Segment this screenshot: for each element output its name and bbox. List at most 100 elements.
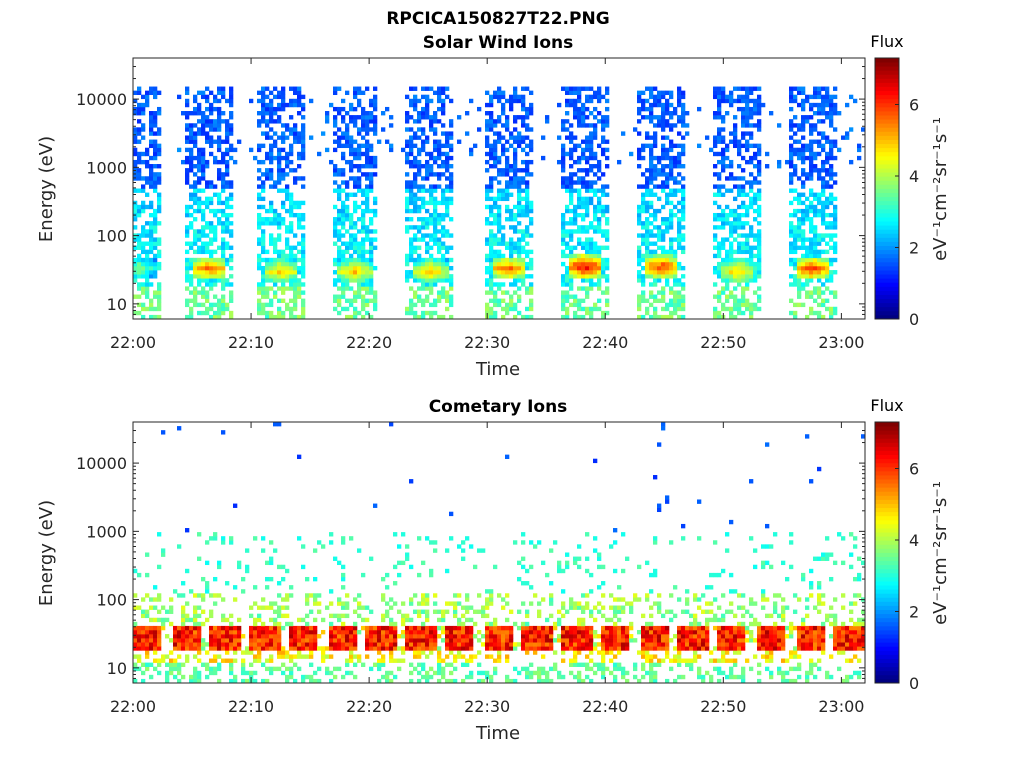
heatmap-cell <box>285 286 290 291</box>
heatmap-cell <box>325 646 330 651</box>
heatmap-cell <box>269 274 274 279</box>
heatmap-cell <box>585 257 590 263</box>
heatmap-cell <box>345 274 350 279</box>
heatmap-cell <box>501 188 506 193</box>
heatmap-cell <box>797 290 802 295</box>
heatmap-cell <box>221 176 226 181</box>
heatmap-cell <box>785 159 790 165</box>
heatmap-cell <box>409 192 414 197</box>
heatmap-cell <box>289 638 294 643</box>
heatmap-cell <box>717 111 722 116</box>
heatmap-cell <box>437 265 442 271</box>
heatmap-cell <box>133 310 138 316</box>
heatmap-cell <box>145 642 150 647</box>
heatmap-cell <box>157 298 162 303</box>
heatmap-cell <box>361 241 366 246</box>
heatmap-cell <box>177 666 182 672</box>
heatmap-cell <box>341 249 346 255</box>
heatmap-cell <box>205 560 210 566</box>
heatmap-cell <box>485 135 490 140</box>
heatmap-cell <box>437 298 442 303</box>
heatmap-cell <box>653 249 658 255</box>
heatmap-cell <box>369 638 374 643</box>
heatmap-cell <box>601 314 606 320</box>
heatmap-cell <box>645 306 650 312</box>
heatmap-cell <box>305 601 310 606</box>
heatmap-cell <box>605 265 610 271</box>
heatmap-cell <box>653 261 658 267</box>
heatmap-cell <box>253 601 258 606</box>
heatmap-cell <box>457 139 462 144</box>
heatmap-cell <box>709 147 714 153</box>
heatmap-cell <box>729 188 734 193</box>
heatmap-cell <box>681 204 686 210</box>
heatmap-cell <box>561 143 566 149</box>
heatmap-cell <box>653 94 658 100</box>
colorbar-segment <box>875 225 899 230</box>
heatmap-cell <box>653 306 658 312</box>
heatmap-cell <box>141 286 146 291</box>
heatmap-cell <box>405 229 410 234</box>
heatmap-cell <box>161 548 166 553</box>
heatmap-cell <box>225 629 230 635</box>
heatmap-cell <box>333 282 338 287</box>
heatmap-cell <box>353 180 358 185</box>
heatmap-cell <box>605 298 610 303</box>
heatmap-cell <box>729 290 734 295</box>
heatmap-cell <box>409 634 414 639</box>
heatmap-cell <box>229 212 234 218</box>
heatmap-cell <box>429 115 434 120</box>
heatmap-cell <box>265 261 270 267</box>
colorbar-segment <box>875 66 899 71</box>
heatmap-cell <box>197 670 202 676</box>
heatmap-cell <box>385 678 390 684</box>
heatmap-cell <box>261 119 266 124</box>
heatmap-cell <box>201 225 206 230</box>
heatmap-cell <box>441 90 446 96</box>
heatmap-cell <box>405 544 410 549</box>
colorbar-segment <box>875 310 899 316</box>
heatmap-cell <box>273 638 278 643</box>
heatmap-cell <box>281 605 286 610</box>
heatmap-cell <box>437 86 442 91</box>
heatmap-cell <box>577 257 582 263</box>
heatmap-cell <box>265 119 270 124</box>
heatmap-cell <box>281 282 286 287</box>
heatmap-cell <box>213 233 218 238</box>
heatmap-cell <box>757 188 762 193</box>
heatmap-cell <box>157 106 162 112</box>
heatmap-cell <box>141 225 146 230</box>
heatmap-cell <box>257 613 262 619</box>
heatmap-cell <box>509 143 514 149</box>
heatmap-cell <box>741 204 746 210</box>
heatmap-cell <box>265 634 270 639</box>
heatmap-cell <box>673 294 678 299</box>
heatmap-cell <box>269 217 274 222</box>
heatmap-cell <box>293 646 298 651</box>
heatmap-cell <box>285 666 290 672</box>
heatmap-cell <box>309 638 314 643</box>
heatmap-cell <box>269 666 274 672</box>
heatmap-cell <box>229 265 234 271</box>
heatmap-cell <box>337 261 342 267</box>
heatmap-cell <box>581 298 586 303</box>
heatmap-cell <box>569 278 574 283</box>
heatmap-cell <box>797 233 802 238</box>
heatmap-cell <box>737 298 742 303</box>
heatmap-cell <box>261 86 266 91</box>
heatmap-cell <box>273 261 278 267</box>
heatmap-cell <box>445 139 450 144</box>
heatmap-cell <box>445 229 450 234</box>
heatmap-cell <box>269 625 274 631</box>
heatmap-cell <box>365 139 370 144</box>
heatmap-cell <box>405 119 410 124</box>
heatmap-cell <box>745 94 750 100</box>
heatmap-cell <box>801 135 806 140</box>
heatmap-cell <box>217 646 222 651</box>
heatmap-cell <box>513 229 518 234</box>
heatmap-cell <box>193 123 198 128</box>
heatmap-cell <box>393 674 398 680</box>
heatmap-cell <box>581 245 586 250</box>
heatmap-cell <box>141 609 146 614</box>
heatmap-cell <box>525 151 530 157</box>
